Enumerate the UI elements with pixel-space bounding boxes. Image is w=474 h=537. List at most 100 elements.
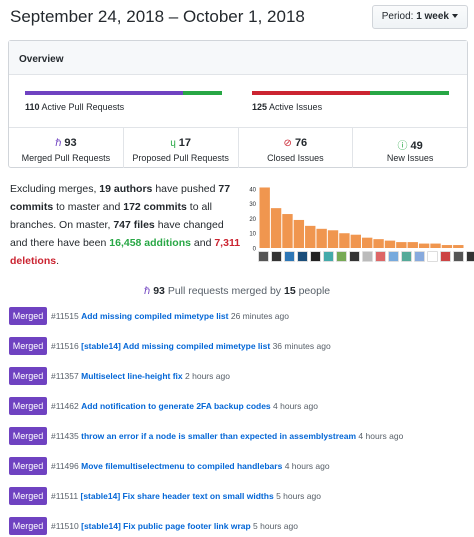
avatar[interactable] [414, 251, 425, 262]
pull-requests-ratio-bar[interactable] [25, 91, 222, 95]
contributor-bar[interactable] [362, 237, 373, 248]
avatar[interactable] [336, 251, 347, 262]
summary-text: Excluding merges, [10, 183, 97, 195]
contributor-bar[interactable] [441, 245, 453, 248]
avatar[interactable] [362, 251, 373, 262]
contributor-bar[interactable] [396, 242, 407, 248]
merged-count: 93 [153, 285, 165, 297]
summary-text: to all branches. On master, [10, 201, 212, 231]
issues-ratio-bar[interactable] [252, 91, 449, 95]
issue-closed-icon: ⊘ [283, 138, 292, 149]
pr-time: 4 hours ago [358, 431, 404, 441]
contributors-chart-svg: 0 10 20 30 40 [249, 187, 464, 252]
stat-label: Closed Issues [267, 153, 324, 163]
contributor-bar[interactable] [305, 225, 316, 248]
merge-icon: ℏ [55, 138, 62, 149]
pr-number: #11357 [51, 371, 79, 381]
contributor-bar[interactable] [259, 187, 270, 248]
master-commits-count: 77 commits [10, 183, 231, 213]
contributor-bar[interactable] [453, 245, 464, 248]
merged-badge: Merged [9, 367, 47, 385]
summary-text: have changed and there have been [10, 219, 224, 249]
avatar[interactable] [427, 251, 438, 262]
avatar[interactable] [323, 251, 334, 262]
avatar[interactable] [375, 251, 386, 262]
summary-text: have pushed [155, 183, 216, 195]
contributor-bar[interactable] [282, 214, 293, 248]
avatar[interactable] [258, 251, 269, 262]
period-value: 1 week [416, 11, 449, 22]
avatar[interactable] [310, 251, 321, 262]
period-select-button[interactable]: Period: 1 week [371, 5, 468, 29]
pr-title-link[interactable]: throw an error if a node is smaller than… [81, 431, 357, 441]
pr-title-link[interactable]: Add missing compiled mimetype list [81, 311, 229, 321]
contributor-bar[interactable] [373, 239, 384, 248]
avatar[interactable] [401, 251, 412, 262]
issue-opened-icon: ⓘ [397, 141, 408, 152]
contributor-bar[interactable] [407, 242, 418, 248]
contributors-bar-chart: 0 10 20 30 40 [246, 182, 468, 266]
avatar[interactable] [388, 251, 399, 262]
authors-count: 19 authors [99, 183, 153, 195]
list-item: Merged #11357 Multiselect line-height fi… [9, 367, 469, 397]
contributor-avatars [258, 251, 474, 262]
merged-people-count: 15 [283, 285, 296, 297]
y-tick-label: 40 [249, 187, 256, 193]
pr-time: 26 minutes ago [230, 311, 289, 321]
closed-segment [252, 91, 371, 95]
pr-title-link[interactable]: [stable14] Fix share header text on smal… [80, 491, 274, 501]
merged-heading-text: people [298, 285, 331, 297]
stat-value: 17 [178, 137, 192, 149]
files-changed-count: 747 files [113, 219, 155, 231]
commit-summary: Excluding merges, 19 authors have pushed… [10, 180, 242, 270]
list-item: Merged #11435 throw an error if a node i… [9, 427, 469, 457]
overview-stats: ℏ 93 Merged Pull Requests ɥ 17 Proposed Pu… [9, 127, 467, 168]
stat-new-issues[interactable]: ⓘ 49 New Issues [353, 128, 467, 168]
avatar[interactable] [349, 251, 360, 262]
contributor-bar[interactable] [293, 219, 305, 248]
pr-title-link[interactable]: Add notification to generate 2FA backup … [81, 401, 271, 411]
pr-title-link[interactable]: Move filemultiselectmenu to compiled han… [81, 461, 283, 471]
list-item: Merged #11516 [stable14] Add missing com… [9, 337, 469, 367]
avatar[interactable] [466, 251, 474, 262]
pr-number: #11435 [51, 431, 79, 441]
pr-number: #11515 [51, 311, 79, 321]
contributor-bar[interactable] [270, 208, 282, 248]
avatar[interactable] [453, 251, 464, 262]
merged-badge: Merged [9, 427, 47, 445]
contributor-bar[interactable] [430, 243, 441, 248]
pr-number: #11516 [51, 341, 79, 351]
avatar[interactable] [271, 251, 282, 262]
pull-request-icon: ɥ [170, 138, 176, 149]
stat-proposed-pull-requests[interactable]: ɥ 17 Proposed Pull Requests [124, 128, 239, 168]
contributor-bar[interactable] [384, 240, 396, 248]
stat-merged-pull-requests[interactable]: ℏ 93 Merged Pull Requests [9, 128, 124, 168]
period-prefix: Period: [381, 11, 414, 22]
new-segment [370, 91, 449, 95]
merged-badge: Merged [9, 337, 47, 355]
pr-time: 36 minutes ago [272, 341, 331, 351]
avatar[interactable] [284, 251, 295, 262]
additions-count: 16,458 additions [109, 237, 191, 249]
contributor-bar[interactable] [316, 228, 327, 248]
pr-title-link[interactable]: [stable14] Fix public page footer link w… [81, 521, 251, 531]
merged-badge: Merged [9, 397, 47, 415]
active-pull-requests[interactable]: 110 Active Pull Requests [25, 102, 124, 112]
pr-title-link[interactable]: [stable14] Add missing compiled mimetype… [81, 341, 271, 351]
merge-icon: ℏ [143, 286, 151, 297]
pr-time: 5 hours ago [253, 521, 298, 531]
merged-badge: Merged [9, 517, 47, 535]
contributor-bar[interactable] [327, 230, 339, 248]
contributor-bar[interactable] [339, 233, 350, 248]
overview-box: Overview 110 Active Pull Requests 125 Ac… [8, 40, 468, 168]
stat-closed-issues[interactable]: ⊘ 76 Closed Issues [239, 128, 354, 168]
contributor-bar[interactable] [418, 243, 430, 248]
pr-title-link[interactable]: Multiselect line-height fix [81, 371, 183, 381]
active-issues[interactable]: 125 Active Issues [252, 102, 322, 112]
summary-text: and [193, 237, 212, 249]
avatar[interactable] [297, 251, 308, 262]
contributor-bar[interactable] [350, 234, 361, 248]
deletions-count: 7,311 deletions [10, 237, 241, 267]
avatar[interactable] [440, 251, 451, 262]
y-tick-label: 20 [249, 217, 256, 223]
